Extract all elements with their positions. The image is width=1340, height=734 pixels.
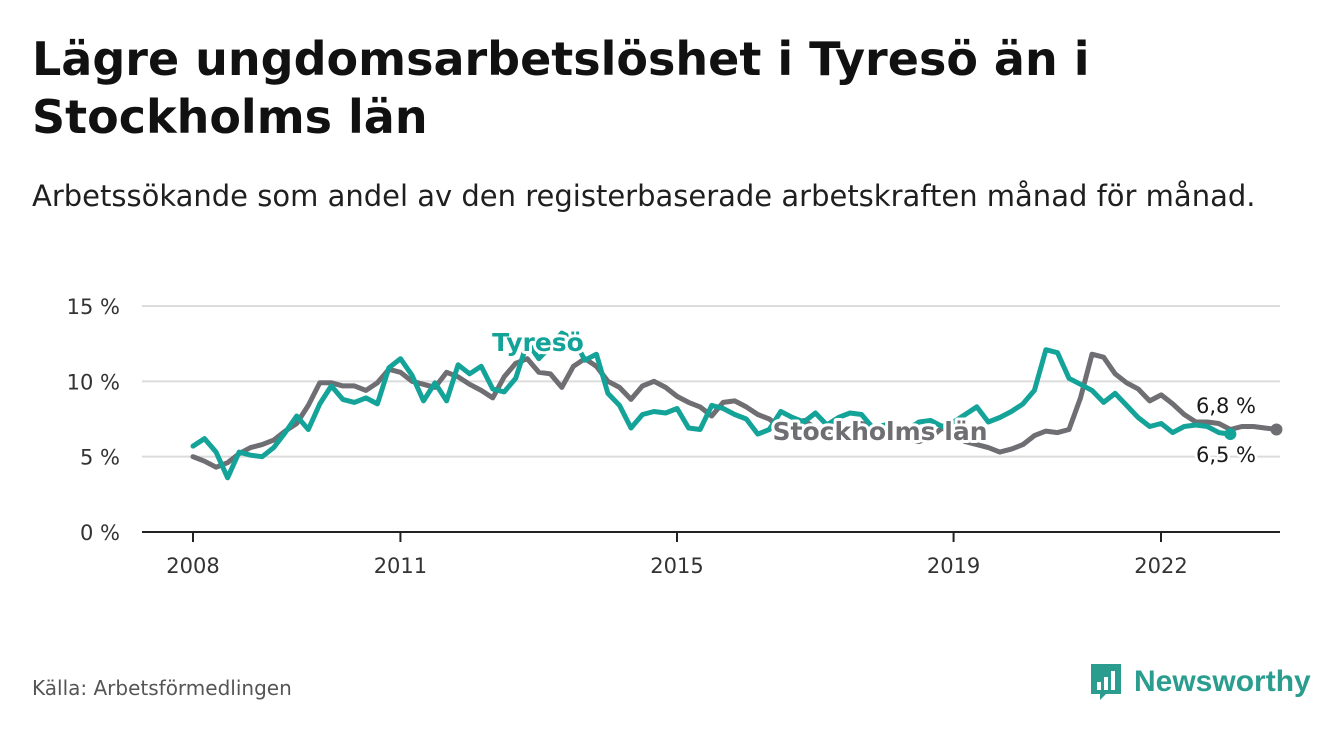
brand-name: Newsworthy [1134,665,1311,698]
series-label-tyreso: Tyresö [492,328,584,357]
end-point-tyreso [1224,428,1237,441]
x-tick-label: 2008 [166,554,219,578]
end-value-tyreso: 6,5 % [1196,443,1256,467]
x-axis-ticks: 2008 2011 2015 2019 2022 [166,532,1188,578]
x-tick-label: 2011 [374,554,427,578]
y-tick-label: 15 % [67,295,120,319]
x-tick-label: 2022 [1134,554,1187,578]
series-line-stockholm [190,351,1279,470]
y-tick-label: 10 % [67,370,120,394]
source-note: Källa: Arbetsförmedlingen [32,676,292,700]
y-axis-ticks: 0 % 5 % 10 % 15 % [67,295,120,545]
x-tick-label: 2019 [927,554,980,578]
chart-subtitle: Arbetssökande som andel av den registerb… [32,179,1256,213]
series-labels: Tyresö Stockholms län 6,8 % 6,5 % [489,325,1258,470]
series-lines [190,330,1283,481]
chart-title: Lägre ungdomsarbetslöshet i Tyresö än i … [32,32,1090,144]
x-tick-label: 2015 [650,554,703,578]
series-line-tyreso [190,330,1233,481]
end-point-stockholm [1270,423,1283,436]
end-value-stockholm: 6,8 % [1196,394,1256,418]
series-label-stockholm: Stockholms län [773,417,988,446]
y-tick-label: 0 % [80,521,120,545]
brand-logo[interactable]: Newsworthy [1088,660,1311,704]
newsworthy-logo-icon [1091,664,1121,700]
y-tick-label: 5 % [80,446,120,470]
